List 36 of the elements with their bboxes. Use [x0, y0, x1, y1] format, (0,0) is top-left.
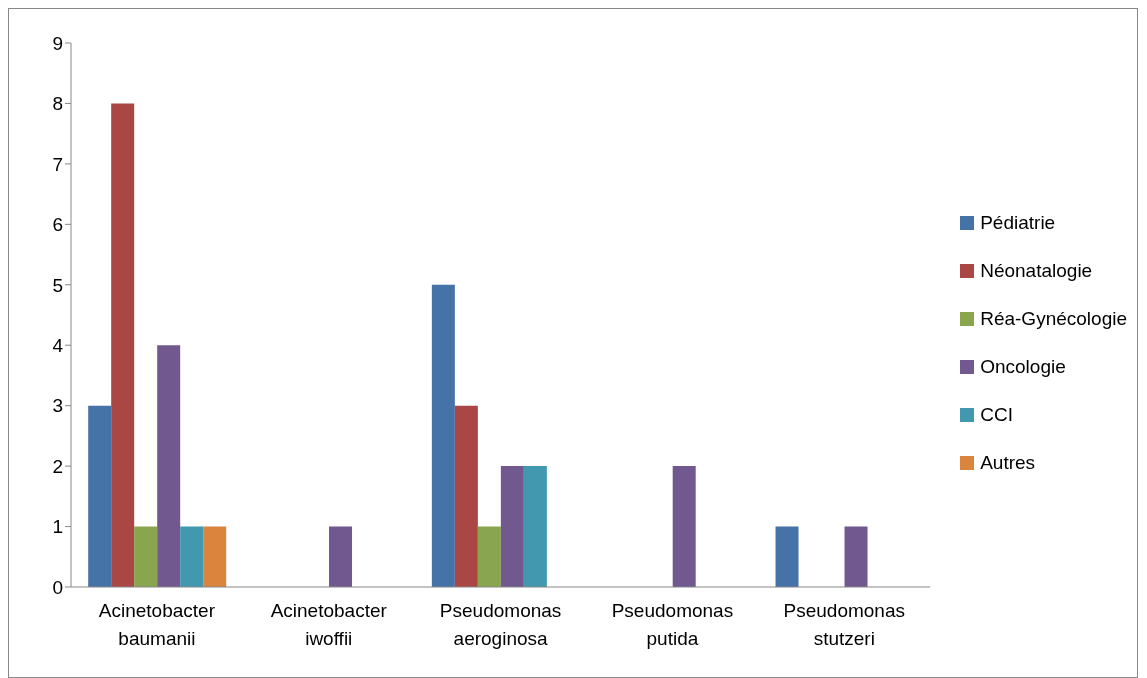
y-tick-label: 0: [52, 576, 63, 598]
bar: [477, 526, 501, 587]
y-tick-label: 4: [52, 334, 64, 356]
y-tick-label: 9: [52, 32, 63, 54]
bar: [134, 526, 158, 587]
y-tick-label: 7: [52, 153, 63, 175]
bar: [180, 526, 204, 587]
bar: [672, 466, 696, 587]
legend-label: Autres: [980, 452, 1036, 474]
legend-label: Oncologie: [980, 356, 1066, 378]
y-tick-label: 6: [52, 214, 63, 236]
y-tick-label: 3: [52, 395, 63, 417]
bar: [775, 526, 799, 587]
bar: [431, 284, 455, 587]
legend-label: CCI: [980, 404, 1013, 426]
bar: [157, 345, 181, 587]
x-tick-label: Acinetobacter iwoffii: [270, 600, 388, 649]
x-tick-label: Acinetobacter baumanii: [98, 600, 216, 649]
legend-label: Pédiatrie: [980, 212, 1056, 234]
bar: [203, 526, 227, 587]
bar: [454, 405, 478, 587]
bar: [844, 526, 868, 587]
bar: [500, 466, 524, 587]
x-tick-label: Pseudomonas putida: [611, 600, 734, 649]
bar: [88, 405, 112, 587]
y-tick-label: 2: [52, 455, 63, 477]
bar: [329, 526, 353, 587]
legend-label: Réa-Gynécologie: [980, 308, 1127, 330]
x-tick-label: Pseudomonas aeroginosa: [439, 600, 562, 649]
x-tick-label: Pseudomonas stutzeri: [783, 600, 905, 649]
bar: [523, 466, 547, 587]
legend-label: Néonatalogie: [980, 260, 1093, 282]
bar: [111, 103, 135, 587]
y-tick-label: 5: [52, 274, 63, 296]
y-tick-label: 8: [52, 93, 63, 115]
y-tick-label: 1: [52, 516, 63, 538]
